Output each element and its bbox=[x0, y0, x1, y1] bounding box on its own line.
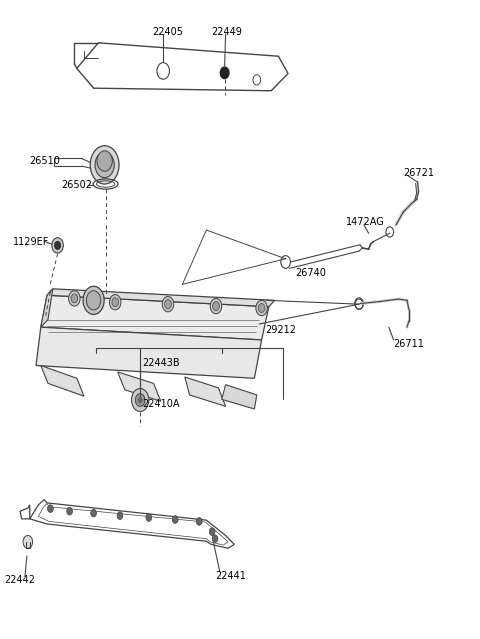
Circle shape bbox=[209, 528, 215, 535]
Text: 1129EF: 1129EF bbox=[13, 236, 50, 247]
Circle shape bbox=[172, 516, 178, 523]
Polygon shape bbox=[222, 385, 257, 409]
Text: 22442: 22442 bbox=[5, 575, 36, 585]
Circle shape bbox=[135, 394, 145, 406]
Circle shape bbox=[258, 304, 265, 312]
Text: 26711: 26711 bbox=[394, 339, 424, 349]
Text: 29212: 29212 bbox=[265, 325, 297, 335]
Circle shape bbox=[132, 389, 149, 412]
Circle shape bbox=[90, 146, 119, 184]
Circle shape bbox=[162, 296, 174, 312]
Text: 22410A: 22410A bbox=[142, 399, 180, 410]
Circle shape bbox=[23, 535, 33, 548]
Text: 26721: 26721 bbox=[403, 167, 434, 178]
Circle shape bbox=[165, 300, 171, 309]
Text: 22443B: 22443B bbox=[142, 358, 180, 368]
Polygon shape bbox=[118, 372, 161, 401]
Circle shape bbox=[109, 295, 121, 310]
Circle shape bbox=[146, 514, 152, 521]
Circle shape bbox=[95, 152, 114, 178]
Circle shape bbox=[97, 151, 112, 171]
Circle shape bbox=[196, 518, 202, 525]
Circle shape bbox=[67, 507, 72, 515]
Circle shape bbox=[210, 298, 222, 314]
Circle shape bbox=[55, 242, 60, 249]
Text: 22449: 22449 bbox=[211, 27, 242, 37]
Text: 26510: 26510 bbox=[29, 156, 60, 166]
Circle shape bbox=[220, 67, 229, 79]
Circle shape bbox=[91, 509, 96, 517]
Circle shape bbox=[69, 291, 80, 306]
Circle shape bbox=[112, 298, 119, 307]
Text: 26740: 26740 bbox=[295, 268, 326, 279]
Circle shape bbox=[117, 512, 123, 520]
Polygon shape bbox=[36, 327, 262, 378]
Text: 26502: 26502 bbox=[61, 180, 93, 190]
Circle shape bbox=[83, 286, 104, 314]
Circle shape bbox=[256, 300, 267, 316]
Text: 22405: 22405 bbox=[153, 27, 183, 37]
Circle shape bbox=[212, 535, 218, 543]
Polygon shape bbox=[41, 366, 84, 396]
Text: 22441: 22441 bbox=[215, 571, 246, 581]
Polygon shape bbox=[185, 377, 226, 406]
Circle shape bbox=[86, 291, 101, 310]
Polygon shape bbox=[47, 289, 275, 307]
Text: 1472AG: 1472AG bbox=[346, 217, 384, 227]
Circle shape bbox=[71, 294, 78, 303]
Circle shape bbox=[213, 302, 219, 311]
Polygon shape bbox=[41, 289, 53, 327]
Circle shape bbox=[48, 505, 53, 512]
Circle shape bbox=[52, 238, 63, 253]
Polygon shape bbox=[41, 295, 269, 340]
Circle shape bbox=[138, 397, 143, 403]
